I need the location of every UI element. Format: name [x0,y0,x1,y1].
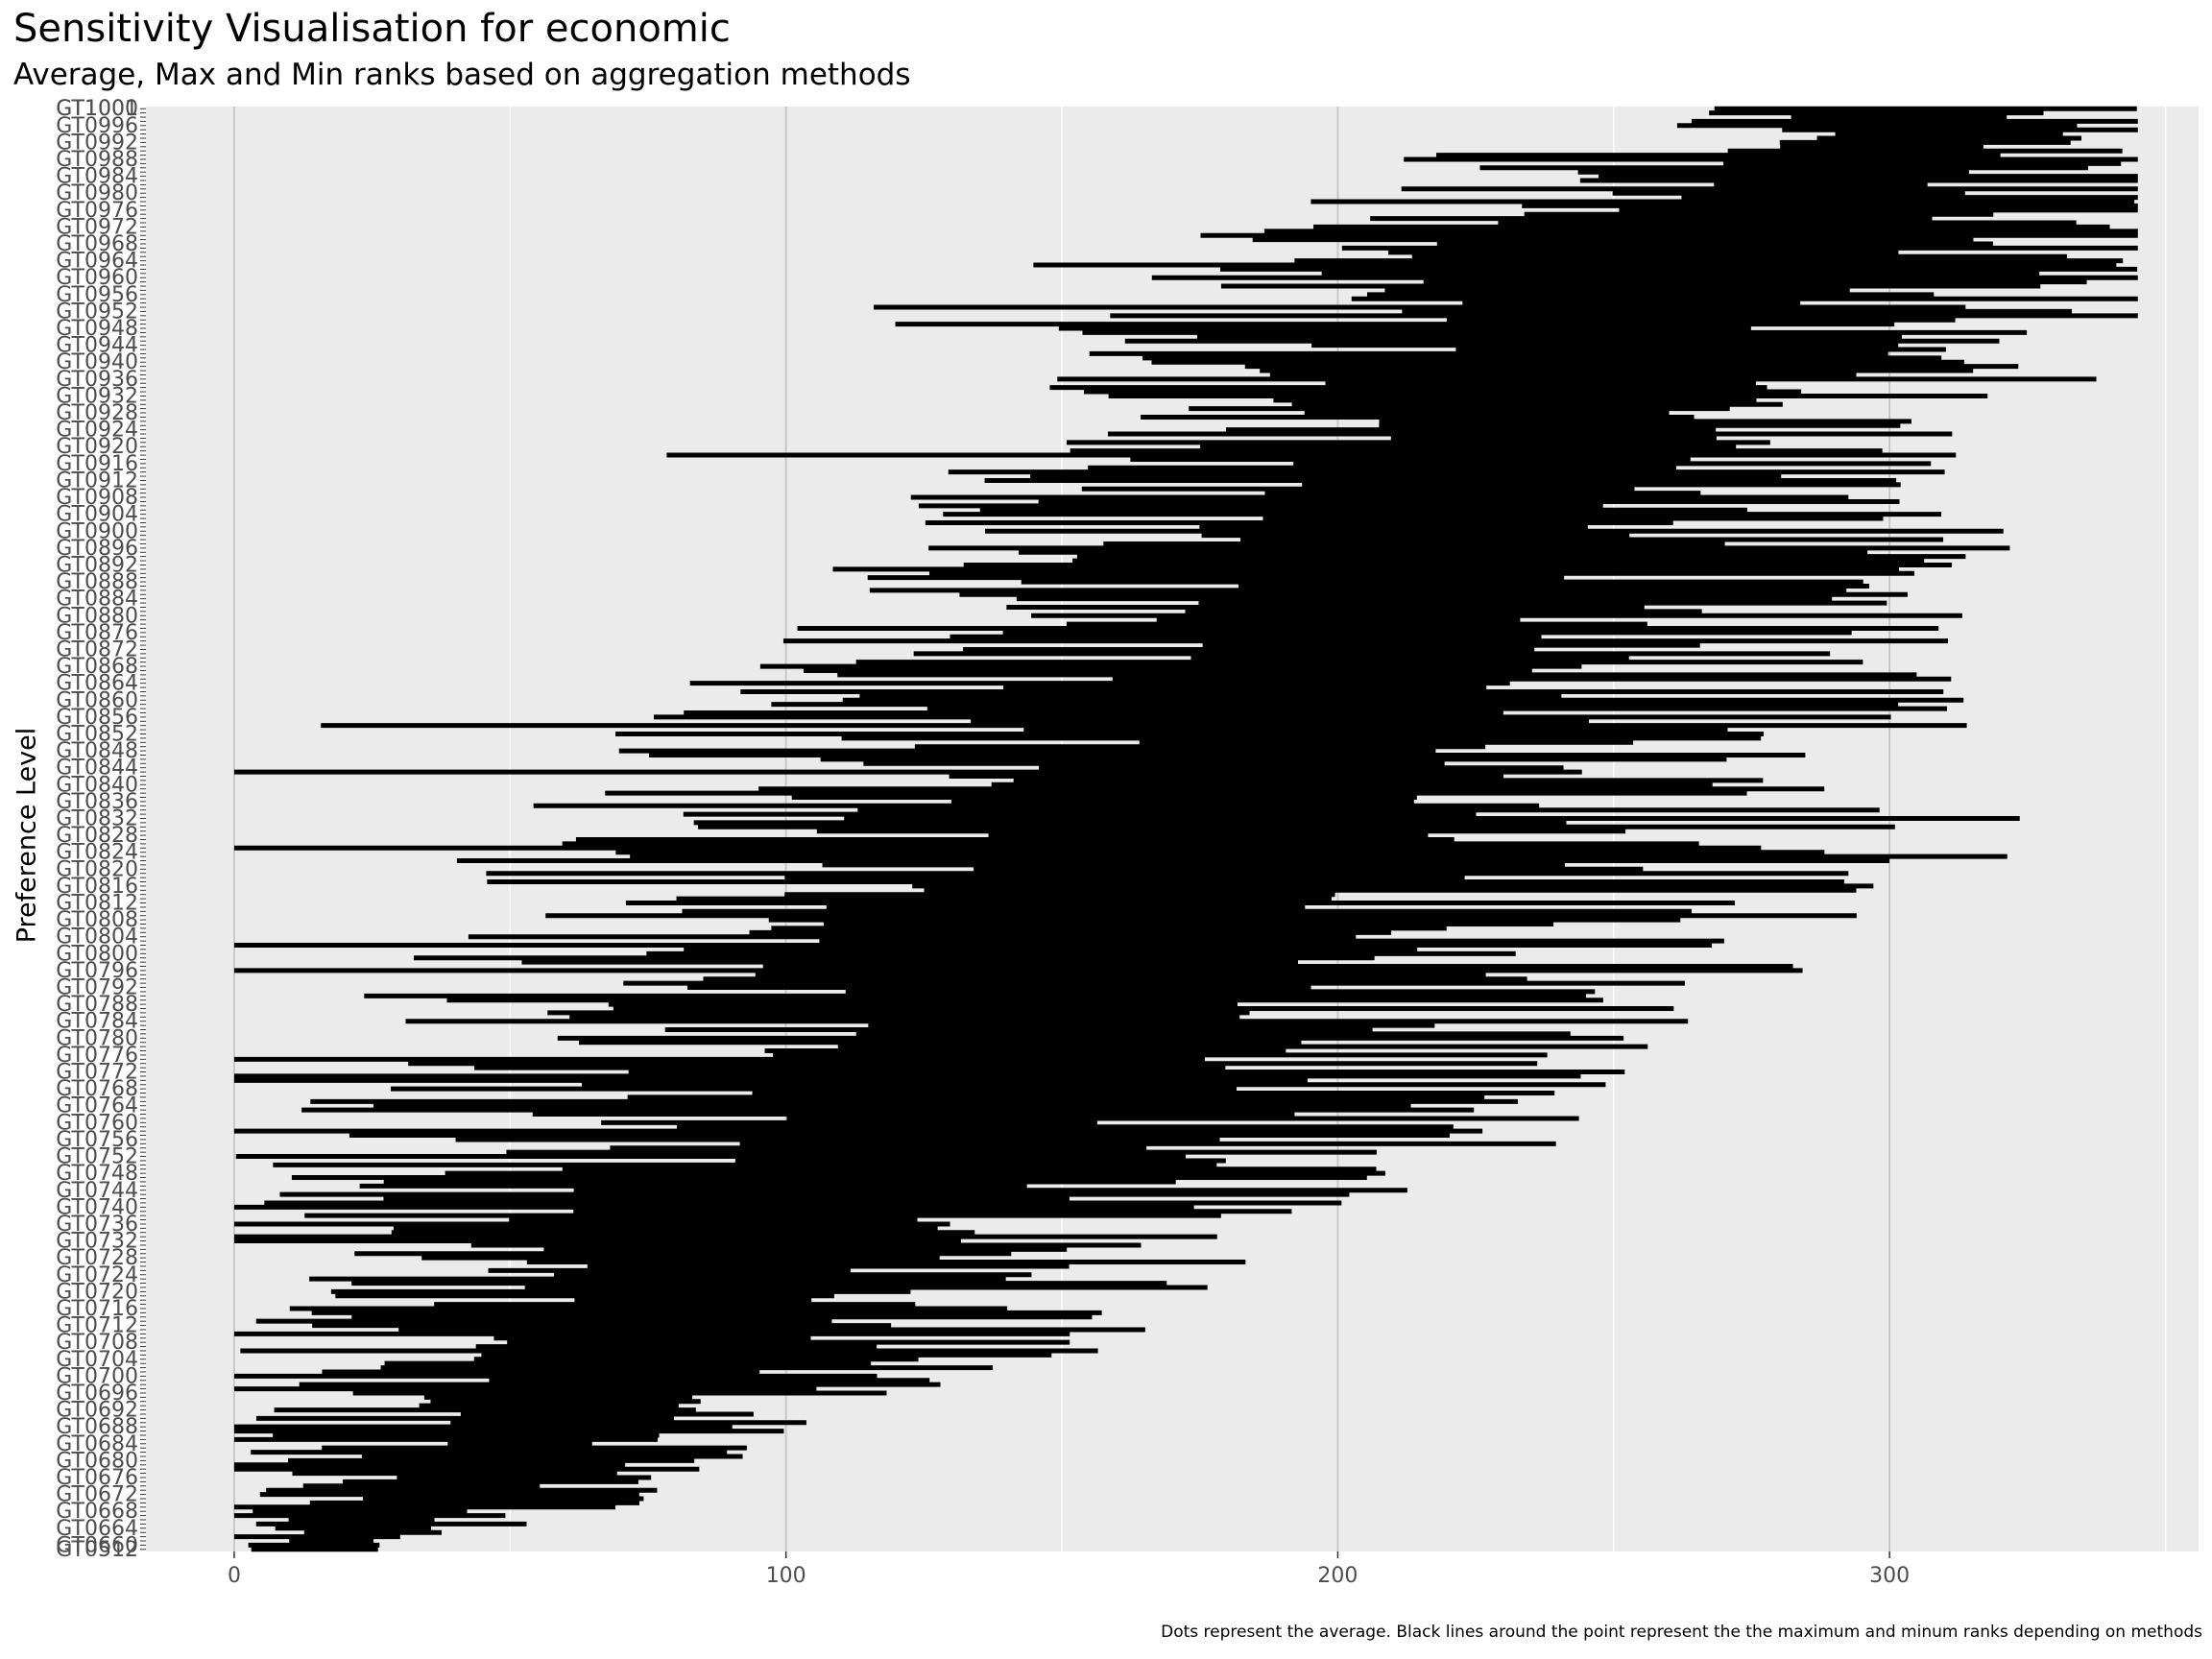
y-tick-label: GT0824 [56,841,138,865]
y-tick-label: GT0680 [56,1449,138,1473]
y-tick-label: GT0768 [56,1077,138,1101]
y-tick-label: GT0780 [56,1026,138,1050]
y-tick-label: GT0800 [56,942,138,966]
y-tick-label: GT0920 [56,435,138,459]
chart-subtitle: Average, Max and Min ranks based on aggr… [13,58,911,92]
y-tick-label: GT0696 [56,1382,138,1406]
y-tick-label: GT0688 [56,1415,138,1439]
y-tick-label: GT0796 [56,959,138,983]
y-tick-label: GT0736 [56,1213,138,1237]
y-tick-label: GT0668 [56,1500,138,1524]
y-tick-label: GT0760 [56,1111,138,1135]
y-tick-label: GT1000 [56,97,138,121]
y-tick-label: GT0908 [56,486,138,510]
y-tick-label: GT0692 [56,1399,138,1423]
y-tick-label: GT0820 [56,857,138,881]
y-tick-label: GT0808 [56,908,138,932]
y-tick-label: GT0840 [56,773,138,797]
y-tick-label: GT0684 [56,1432,138,1456]
y-tick-label: GT0804 [56,926,138,950]
y-tick-label: GT0776 [56,1044,138,1068]
y-tick-label: GT0724 [56,1263,138,1287]
x-tick-label: 100 [766,1564,806,1588]
y-tick-label: GT0728 [56,1246,138,1270]
chart-caption: Dots represent the average. Black lines … [1161,1623,2202,1642]
y-tick-label: GT0672 [56,1483,138,1507]
x-tick-label: 200 [1317,1564,1358,1588]
y-tick-label: GT0852 [56,722,138,746]
y-tick-label: GT0828 [56,824,138,848]
y-tick-label: GT0968 [56,232,138,256]
y-tick-label: GT0772 [56,1061,138,1085]
y-tick-label: GT0764 [56,1094,138,1118]
y-tick-label: GT0720 [56,1280,138,1304]
y-tick-label: GT0712 [56,1314,138,1338]
y-tick-label: GT0704 [56,1348,138,1372]
y-tick-label: GT0940 [56,350,138,374]
y-tick-label: GT0888 [56,570,138,594]
y-tick-label: GT0928 [56,401,138,425]
y-tick-label: GT0996 [56,114,138,138]
y-tick-label: GT0816 [56,875,138,899]
y-tick-label: GT0976 [56,199,138,223]
y-tick-label: GT0924 [56,419,138,443]
y-tick-label: GT0960 [56,266,138,290]
y-tick-label: GT0964 [56,250,138,274]
y-tick-label: GT0876 [56,621,138,645]
y-tick-label: GT0988 [56,148,138,172]
y-tick-label: GT0864 [56,672,138,696]
y-tick-label: GT0848 [56,739,138,763]
y-tick-label: GT0716 [56,1297,138,1321]
y-tick-label: GT0912 [56,469,138,493]
y-tick-label: GT0664 [56,1517,138,1541]
y-tick-label: GT0740 [56,1195,138,1219]
y-tick-label: GT0932 [56,384,138,408]
y-tick-label: GT0884 [56,588,138,612]
y-tick-label: GT0856 [56,706,138,730]
y-tick-label: GT0992 [56,131,138,155]
y-tick-label: GT0744 [56,1179,138,1203]
y-tick-label: GT0948 [56,317,138,341]
y-tick-label: GT0860 [56,688,138,712]
y-tick-label: GT0944 [56,334,138,358]
y-tick-label: GT0676 [56,1466,138,1490]
y-tick-label: GT0972 [56,215,138,239]
y-tick-label: GT0788 [56,993,138,1017]
y-tick-label: GT0832 [56,806,138,830]
y-tick-label: GT0836 [56,790,138,814]
y-tick-label: GT0812 [56,892,138,916]
y-tick-label: GT0904 [56,503,138,527]
y-tick-label: GT0708 [56,1331,138,1355]
chart-title: Sensitivity Visualisation for economic [13,7,731,51]
y-tick-label: GT0868 [56,655,138,679]
x-tick-label: 300 [1869,1564,1910,1588]
x-tick-label: 0 [228,1564,241,1588]
y-tick-label: GT0880 [56,604,138,628]
y-tick-label: GT0936 [56,368,138,392]
y-tick-label: GT0896 [56,537,138,561]
y-tick-label: GT0844 [56,757,138,781]
y-tick-label: GT0916 [56,452,138,476]
y-tick-label: GT0900 [56,519,138,543]
y-tick-label: GT0980 [56,181,138,205]
y-tick-label-last: GT0512 [56,1538,138,1562]
y-tick-label: GT0892 [56,553,138,577]
y-tick-label: GT0752 [56,1145,138,1169]
y-tick-label: GT0792 [56,976,138,1000]
y-tick-label: GT0732 [56,1230,138,1254]
y-tick-label: GT0700 [56,1364,138,1388]
y-tick-label: GT0984 [56,165,138,189]
y-tick-label: GT0660 [56,1533,138,1557]
y-tick-label-first: GT1001 [56,97,138,121]
y-tick-label: GT0956 [56,283,138,307]
y-tick-label: GT0748 [56,1162,138,1186]
y-tick-label: GT0872 [56,637,138,661]
y-tick-label: GT0784 [56,1010,138,1034]
y-tick-label: GT0756 [56,1128,138,1152]
y-tick-label: GT0952 [56,300,138,324]
